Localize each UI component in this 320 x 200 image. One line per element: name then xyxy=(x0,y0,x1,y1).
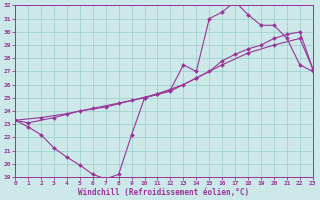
X-axis label: Windchill (Refroidissement éolien,°C): Windchill (Refroidissement éolien,°C) xyxy=(78,188,250,197)
